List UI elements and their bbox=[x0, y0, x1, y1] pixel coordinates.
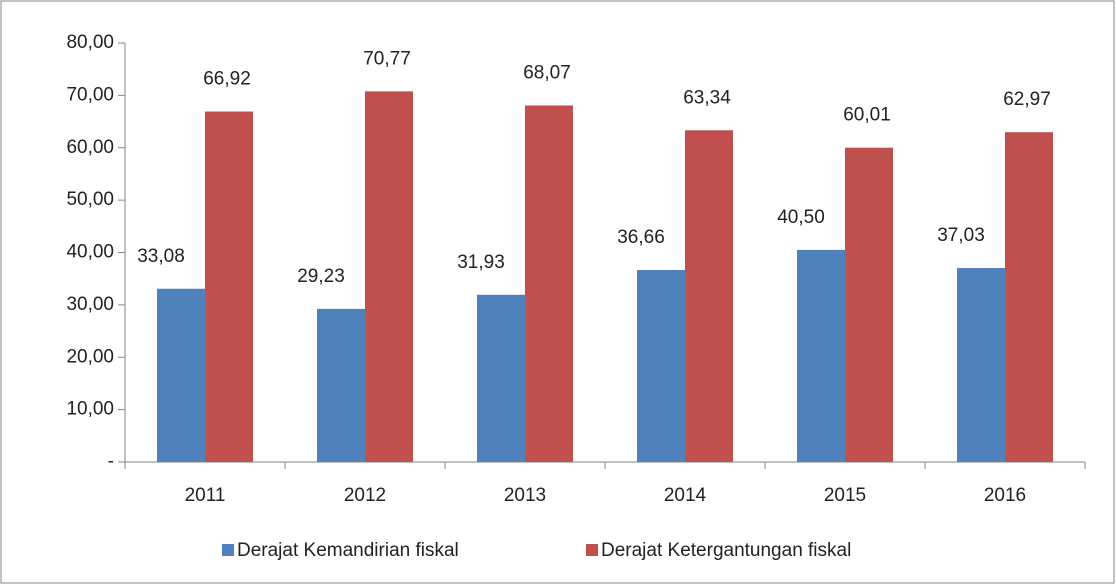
value-label: 66,92 bbox=[203, 69, 251, 90]
value-label: 33,08 bbox=[137, 246, 185, 267]
value-label: 68,07 bbox=[523, 62, 571, 83]
value-label: 29,23 bbox=[297, 266, 345, 287]
bar bbox=[477, 294, 525, 462]
value-label: 63,34 bbox=[683, 87, 731, 108]
value-label: 62,97 bbox=[1003, 89, 1051, 110]
bar bbox=[797, 249, 845, 462]
bar bbox=[1005, 132, 1053, 462]
y-tick-label: 60,00 bbox=[66, 137, 114, 158]
x-tick-label: 2013 bbox=[504, 485, 546, 506]
bar bbox=[365, 91, 413, 462]
y-tick-label: 80,00 bbox=[66, 32, 114, 53]
bar bbox=[205, 111, 253, 462]
x-tick-label: 2014 bbox=[664, 485, 707, 506]
x-tick-label: 2011 bbox=[185, 485, 226, 506]
x-tick-label: 2016 bbox=[984, 485, 1026, 506]
legend-swatch bbox=[222, 544, 234, 556]
x-tick-label: 2012 bbox=[344, 485, 386, 506]
y-tick-label: 70,00 bbox=[66, 84, 114, 105]
legend-label: Derajat Kemandirian fiskal bbox=[237, 540, 459, 561]
y-tick-label: - bbox=[108, 451, 114, 472]
value-label: 36,66 bbox=[617, 227, 665, 248]
value-label: 60,01 bbox=[843, 105, 891, 126]
bar bbox=[845, 147, 893, 462]
y-tick-label: 40,00 bbox=[66, 242, 114, 263]
bar bbox=[685, 130, 733, 462]
bar bbox=[157, 288, 205, 462]
bar bbox=[525, 105, 573, 463]
bar bbox=[957, 268, 1005, 462]
x-tick-label: 2015 bbox=[824, 485, 866, 506]
legend-label: Derajat Ketergantungan fiskal bbox=[601, 540, 851, 561]
value-label: 37,03 bbox=[937, 225, 985, 246]
value-label: 40,50 bbox=[777, 207, 825, 228]
y-tick-label: 20,00 bbox=[66, 346, 114, 367]
y-tick-label: 30,00 bbox=[66, 294, 114, 315]
y-tick-label: 50,00 bbox=[66, 189, 114, 210]
bar bbox=[637, 269, 685, 462]
bar bbox=[317, 308, 365, 462]
y-tick-label: 10,00 bbox=[66, 399, 114, 420]
value-label: 70,77 bbox=[363, 48, 411, 69]
value-label: 31,93 bbox=[457, 252, 505, 273]
legend-swatch bbox=[586, 544, 598, 556]
